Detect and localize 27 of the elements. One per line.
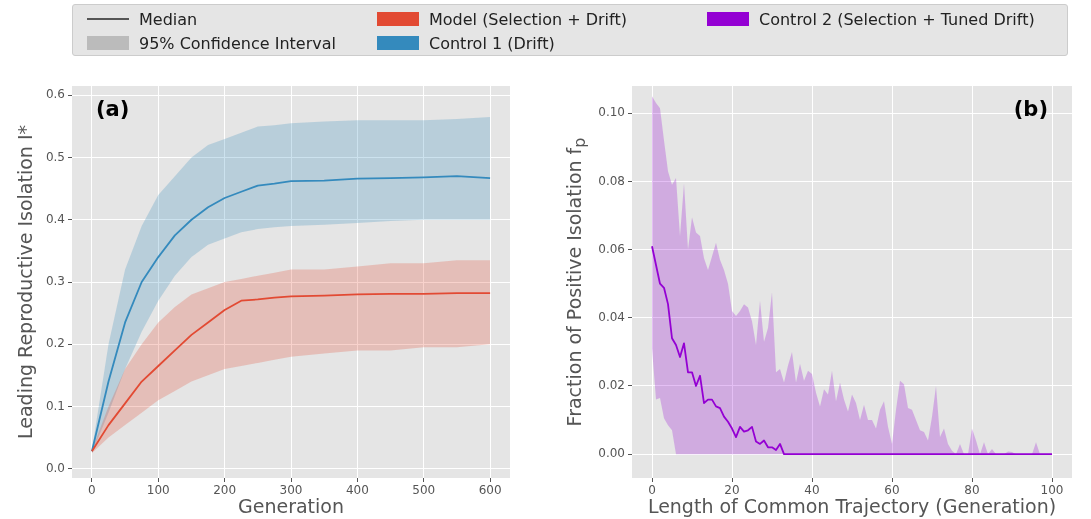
y-tick-label: 0.0 — [45, 460, 65, 475]
legend-label: Control 1 (Drift) — [429, 33, 555, 53]
legend-label: Model (Selection + Drift) — [429, 9, 627, 29]
x-tick-label: 200 — [213, 483, 237, 498]
x-tick-label: 500 — [412, 483, 436, 498]
annotation: (a) — [96, 96, 130, 121]
legend-label: Control 2 (Selection + Tuned Drift) — [759, 9, 1035, 29]
y-tick-label: 0.4 — [45, 211, 65, 226]
y-tick-label: 0.1 — [45, 398, 65, 413]
x-tick-label: 0 — [88, 483, 96, 498]
y-tick-label: 0.6 — [45, 87, 65, 102]
annotation: (b) — [1013, 96, 1048, 121]
x-tick-label: 400 — [345, 483, 369, 498]
x-tick-label: 100 — [146, 483, 170, 498]
y-tick-label: 0.5 — [45, 149, 65, 164]
y-axis-title: Leading Reproductive Isolation I* — [14, 124, 36, 440]
y-tick-label: 0.2 — [45, 336, 65, 351]
y-tick-label: 0.10 — [598, 105, 625, 120]
y-tick-label: 0.3 — [45, 274, 65, 289]
x-tick-label: 600 — [478, 483, 502, 498]
y-tick-label: 0.06 — [598, 241, 625, 256]
y-tick-label: 0.00 — [598, 446, 625, 461]
y-tick-label: 0.08 — [598, 173, 625, 188]
y-tick-label: 0.04 — [598, 309, 625, 324]
text: 95% Confidence Interval — [139, 33, 336, 53]
text: Median — [139, 9, 198, 29]
y-tick-label: 0.02 — [598, 378, 625, 393]
